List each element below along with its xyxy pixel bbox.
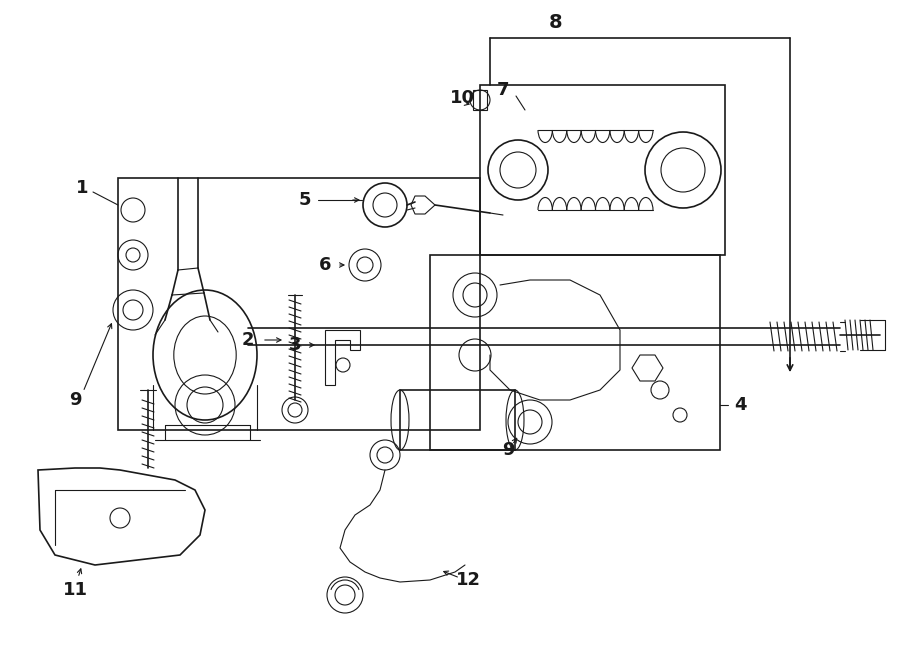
- Text: 3: 3: [289, 336, 302, 354]
- Text: 7: 7: [497, 81, 509, 99]
- Text: 4: 4: [734, 396, 746, 414]
- Bar: [400, 390, 515, 450]
- Text: 6: 6: [319, 256, 331, 274]
- Text: 10: 10: [449, 89, 474, 107]
- Text: 2: 2: [242, 331, 254, 349]
- Bar: [473, 90, 487, 110]
- Text: 8: 8: [549, 13, 562, 32]
- Text: 11: 11: [62, 581, 87, 599]
- Text: 12: 12: [455, 571, 481, 589]
- Bar: [430, 255, 720, 450]
- Text: 5: 5: [299, 191, 311, 209]
- Text: 1: 1: [76, 179, 88, 197]
- Text: 9: 9: [68, 391, 81, 409]
- Text: 9: 9: [502, 441, 514, 459]
- Bar: [480, 85, 725, 255]
